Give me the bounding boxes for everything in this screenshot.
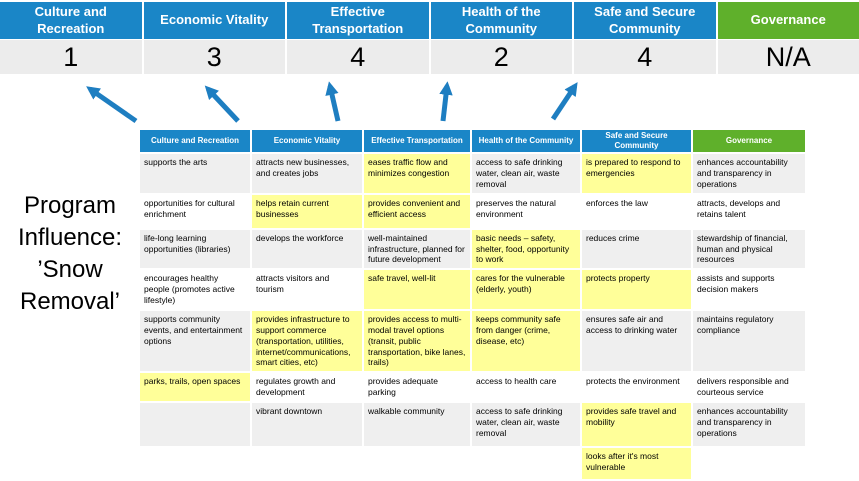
matrix-cell-r7-c5: provides safe travel and mobility <box>581 402 692 447</box>
score-value-effective-transportation: 4 <box>287 40 429 74</box>
matrix-cell-r6-c3: provides adequate parking <box>363 372 471 402</box>
matrix-cell-r3-c1: life-long learning opportunities (librar… <box>139 229 251 270</box>
matrix-cell-r2-c1: opportunities for cultural enrichment <box>139 194 251 229</box>
score-header-governance: Governance <box>718 2 859 39</box>
matrix-cell-r4-c1: encourages healthy people (promotes acti… <box>139 269 251 310</box>
matrix-cell-r8-c3 <box>363 447 471 480</box>
score-value-governance: N/A <box>718 40 859 74</box>
matrix-cell-r1-c2: attracts new businesses, and creates job… <box>251 153 363 194</box>
matrix-cell-r1-c6: enhances accountability and transparency… <box>692 153 806 194</box>
matrix-cell-r4-c3: safe travel, well-lit <box>363 269 471 310</box>
matrix-cell-r1-c4: access to safe drinking water, clean air… <box>471 153 581 194</box>
matrix-cell-r3-c3: well-maintained infrastructure, planned … <box>363 229 471 270</box>
matrix-header-economic-vitality: Economic Vitality <box>251 129 363 153</box>
matrix-cell-r2-c6: attracts, develops and retains talent <box>692 194 806 229</box>
matrix-cell-r5-c5: ensures safe air and access to drinking … <box>581 310 692 372</box>
matrix-cell-r1-c3: eases traffic flow and minimizes congest… <box>363 153 471 194</box>
arrow-culture-icon <box>90 89 136 121</box>
score-header-culture-and-recreation: Culture and Recreation <box>0 2 142 39</box>
matrix-cell-r2-c5: enforces the law <box>581 194 692 229</box>
matrix-cell-r3-c6: stewardship of financial, human and phys… <box>692 229 806 270</box>
matrix-cell-r5-c4: keeps community safe from danger (crime,… <box>471 310 581 372</box>
matrix-cell-r6-c5: protects the environment <box>581 372 692 402</box>
influence-arrows <box>0 78 859 126</box>
matrix-cell-r1-c5: is prepared to respond to emergencies <box>581 153 692 194</box>
matrix-header-effective-transportation: Effective Transportation <box>363 129 471 153</box>
matrix-row-4: encourages healthy people (promotes acti… <box>139 269 806 310</box>
matrix-cell-r7-c2: vibrant downtown <box>251 402 363 447</box>
arrow-safe-icon <box>553 86 575 119</box>
matrix-row-8: looks after it's most vulnerable <box>139 447 806 480</box>
matrix-cell-r6-c1: parks, trails, open spaces <box>139 372 251 402</box>
matrix-cell-r6-c2: regulates growth and development <box>251 372 363 402</box>
matrix-header-governance: Governance <box>692 129 806 153</box>
score-header-effective-transportation: Effective Transportation <box>287 2 429 39</box>
score-value-economic-vitality: 3 <box>144 40 286 74</box>
matrix-cell-r5-c6: maintains regulatory compliance <box>692 310 806 372</box>
matrix-cell-r8-c2 <box>251 447 363 480</box>
matrix-cell-r4-c4: cares for the vulnerable (elderly, youth… <box>471 269 581 310</box>
matrix-cell-r3-c4: basic needs – safety, shelter, food, opp… <box>471 229 581 270</box>
arrow-economic-icon <box>208 89 238 121</box>
matrix-cell-r3-c2: develops the workforce <box>251 229 363 270</box>
score-value-health-of-the-community: 2 <box>431 40 573 74</box>
matrix-cell-r4-c2: attracts visitors and tourism <box>251 269 363 310</box>
matrix-cell-r8-c1 <box>139 447 251 480</box>
matrix-cell-r8-c4 <box>471 447 581 480</box>
matrix-cell-r4-c5: protects property <box>581 269 692 310</box>
matrix-cell-r2-c3: provides convenient and efficient access <box>363 194 471 229</box>
matrix-cell-r1-c1: supports the arts <box>139 153 251 194</box>
matrix-cell-r3-c5: reduces crime <box>581 229 692 270</box>
score-value-safe-and-secure-community: 4 <box>574 40 716 74</box>
matrix-cell-r7-c1 <box>139 402 251 447</box>
matrix-cell-r7-c3: walkable community <box>363 402 471 447</box>
matrix-cell-r2-c4: preserves the natural environment <box>471 194 581 229</box>
matrix-row-3: life-long learning opportunities (librar… <box>139 229 806 270</box>
score-header-economic-vitality: Economic Vitality <box>144 2 286 39</box>
matrix-header-culture-and-recreation: Culture and Recreation <box>139 129 251 153</box>
score-value-culture-and-recreation: 1 <box>0 40 142 74</box>
matrix-cell-r8-c6 <box>692 447 806 480</box>
matrix-cell-r5-c2: provides infrastructure to support comme… <box>251 310 363 372</box>
matrix-cell-r2-c2: helps retain current businesses <box>251 194 363 229</box>
matrix-cell-r7-c6: enhances accountability and transparency… <box>692 402 806 447</box>
program-influence-title: Program Influence: ’Snow Removal’ <box>2 190 138 318</box>
matrix-cell-r7-c4: access to safe drinking water, clean air… <box>471 402 581 447</box>
matrix-cell-r6-c6: delivers responsible and courteous servi… <box>692 372 806 402</box>
arrow-health-icon <box>443 86 447 121</box>
matrix-cell-r8-c5: looks after it's most vulnerable <box>581 447 692 480</box>
score-header-health-of-the-community: Health of the Community <box>431 2 573 39</box>
arrow-transportation-icon <box>330 86 338 121</box>
matrix-header-safe-and-secure-community: Safe and Secure Community <box>581 129 692 153</box>
matrix-cell-r5-c1: supports community events, and entertain… <box>139 310 251 372</box>
matrix-cell-r5-c3: provides access to multi-modal travel op… <box>363 310 471 372</box>
score-header-safe-and-secure-community: Safe and Secure Community <box>574 2 716 39</box>
matrix-row-5: supports community events, and entertain… <box>139 310 806 372</box>
matrix-cell-r6-c4: access to health care <box>471 372 581 402</box>
matrix-header-health-of-the-community: Health of the Community <box>471 129 581 153</box>
matrix-cell-r4-c6: assists and supports decision makers <box>692 269 806 310</box>
